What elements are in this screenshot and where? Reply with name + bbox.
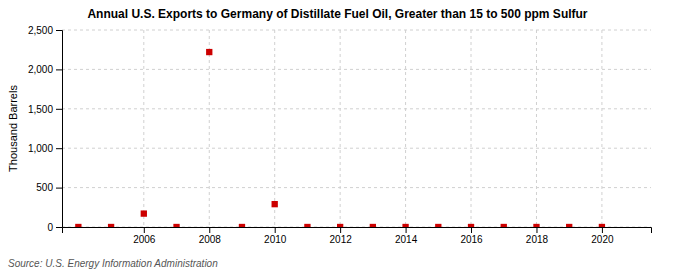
y-tick-label: 1,500 (28, 104, 53, 115)
y-tick-mark (56, 188, 62, 189)
x-tick-mark (471, 227, 472, 233)
x-tick-mark (536, 227, 537, 233)
x-tick-label: 2018 (526, 234, 549, 245)
x-tick-label: 2008 (199, 234, 222, 245)
x-tick-label: 2016 (460, 234, 483, 245)
grid-line-x (274, 30, 275, 227)
point (272, 201, 278, 207)
grid-line-y (62, 30, 651, 31)
x-tick: 2014 (395, 227, 418, 245)
y-tick-label: 500 (36, 182, 53, 193)
y-tick-label: 1,000 (28, 143, 53, 154)
x-tick-mark (602, 227, 603, 233)
x-tick: 2016 (460, 227, 483, 245)
grid-line-x (471, 30, 472, 227)
x-tick: 2018 (526, 227, 549, 245)
point (108, 224, 114, 227)
x-tick-label: 2012 (330, 234, 353, 245)
grid-line-x (405, 30, 406, 227)
point (501, 224, 507, 227)
point (402, 224, 408, 227)
grid-line-x (536, 30, 537, 227)
point (75, 224, 81, 227)
y-tick-label: 0 (47, 222, 53, 233)
y-tick: 500 (36, 182, 62, 193)
x-tick-mark (275, 227, 276, 233)
plot: 2006 2008 2010 2012 2014 2016 2018 2020 0 500 1,00… (28, 25, 652, 245)
point (239, 224, 245, 227)
point (599, 224, 605, 227)
x-tick-mark (144, 227, 145, 233)
point (435, 224, 441, 227)
grid-line-y (62, 187, 651, 188)
x-tick-label: 2006 (133, 234, 156, 245)
marks (75, 49, 605, 227)
y-tick: 2,500 (28, 25, 62, 36)
grid-line-x (340, 30, 341, 227)
x-tick-label: 2010 (264, 234, 287, 245)
grid-line-x (143, 30, 144, 227)
y-tick-mark (56, 227, 62, 228)
chart: 2006 2008 2010 2012 2014 2016 2018 2020 0 500 1,00… (0, 0, 675, 275)
x-tick: 2020 (591, 227, 614, 245)
grid-line-y (62, 108, 651, 109)
x-tick-mark (406, 227, 407, 233)
y-tick: 1,000 (28, 143, 62, 154)
x-tick-label: 2020 (591, 234, 614, 245)
grid-line-y (62, 69, 651, 70)
y-tick-mark (56, 148, 62, 149)
x-axis-line (63, 228, 652, 234)
x-tick: 2008 (199, 227, 222, 245)
y-axis-title: Thousand Barrels (7, 85, 19, 172)
x-tick-mark (340, 227, 341, 233)
point (206, 49, 212, 55)
point (370, 224, 376, 227)
grid-line-y (62, 148, 651, 149)
grid-line-x (601, 30, 602, 227)
y-axis: 0 500 1,000 1,500 2,000 2,500 (28, 25, 63, 233)
point (304, 224, 310, 227)
x-tick: 2006 (133, 227, 156, 245)
point (566, 224, 572, 227)
x-tick-mark (209, 227, 210, 233)
x-tick-label: 2014 (395, 234, 418, 245)
y-tick-mark (56, 109, 62, 110)
point (141, 210, 147, 216)
y-tick-mark (56, 69, 62, 70)
grid (62, 30, 651, 227)
y-tick: 1,500 (28, 104, 62, 115)
x-tick: 2010 (264, 227, 287, 245)
grid-line-x (209, 30, 210, 227)
y-tick-label: 2,500 (28, 25, 53, 36)
y-tick: 2,000 (28, 64, 62, 75)
x-tick: 2012 (330, 227, 353, 245)
point (468, 224, 474, 227)
y-axis-line (56, 31, 63, 228)
point (533, 224, 539, 227)
y-tick-mark (56, 30, 62, 31)
y-tick: 0 (47, 222, 62, 233)
point (337, 224, 343, 227)
y-tick-label: 2,000 (28, 64, 53, 75)
source: Source: U.S. Energy Information Administ… (8, 258, 218, 269)
x-axis: 2006 2008 2010 2012 2014 2016 2018 2020 (63, 227, 652, 245)
title: Annual U.S. Exports to Germany of Distil… (87, 7, 587, 21)
point (173, 224, 179, 227)
